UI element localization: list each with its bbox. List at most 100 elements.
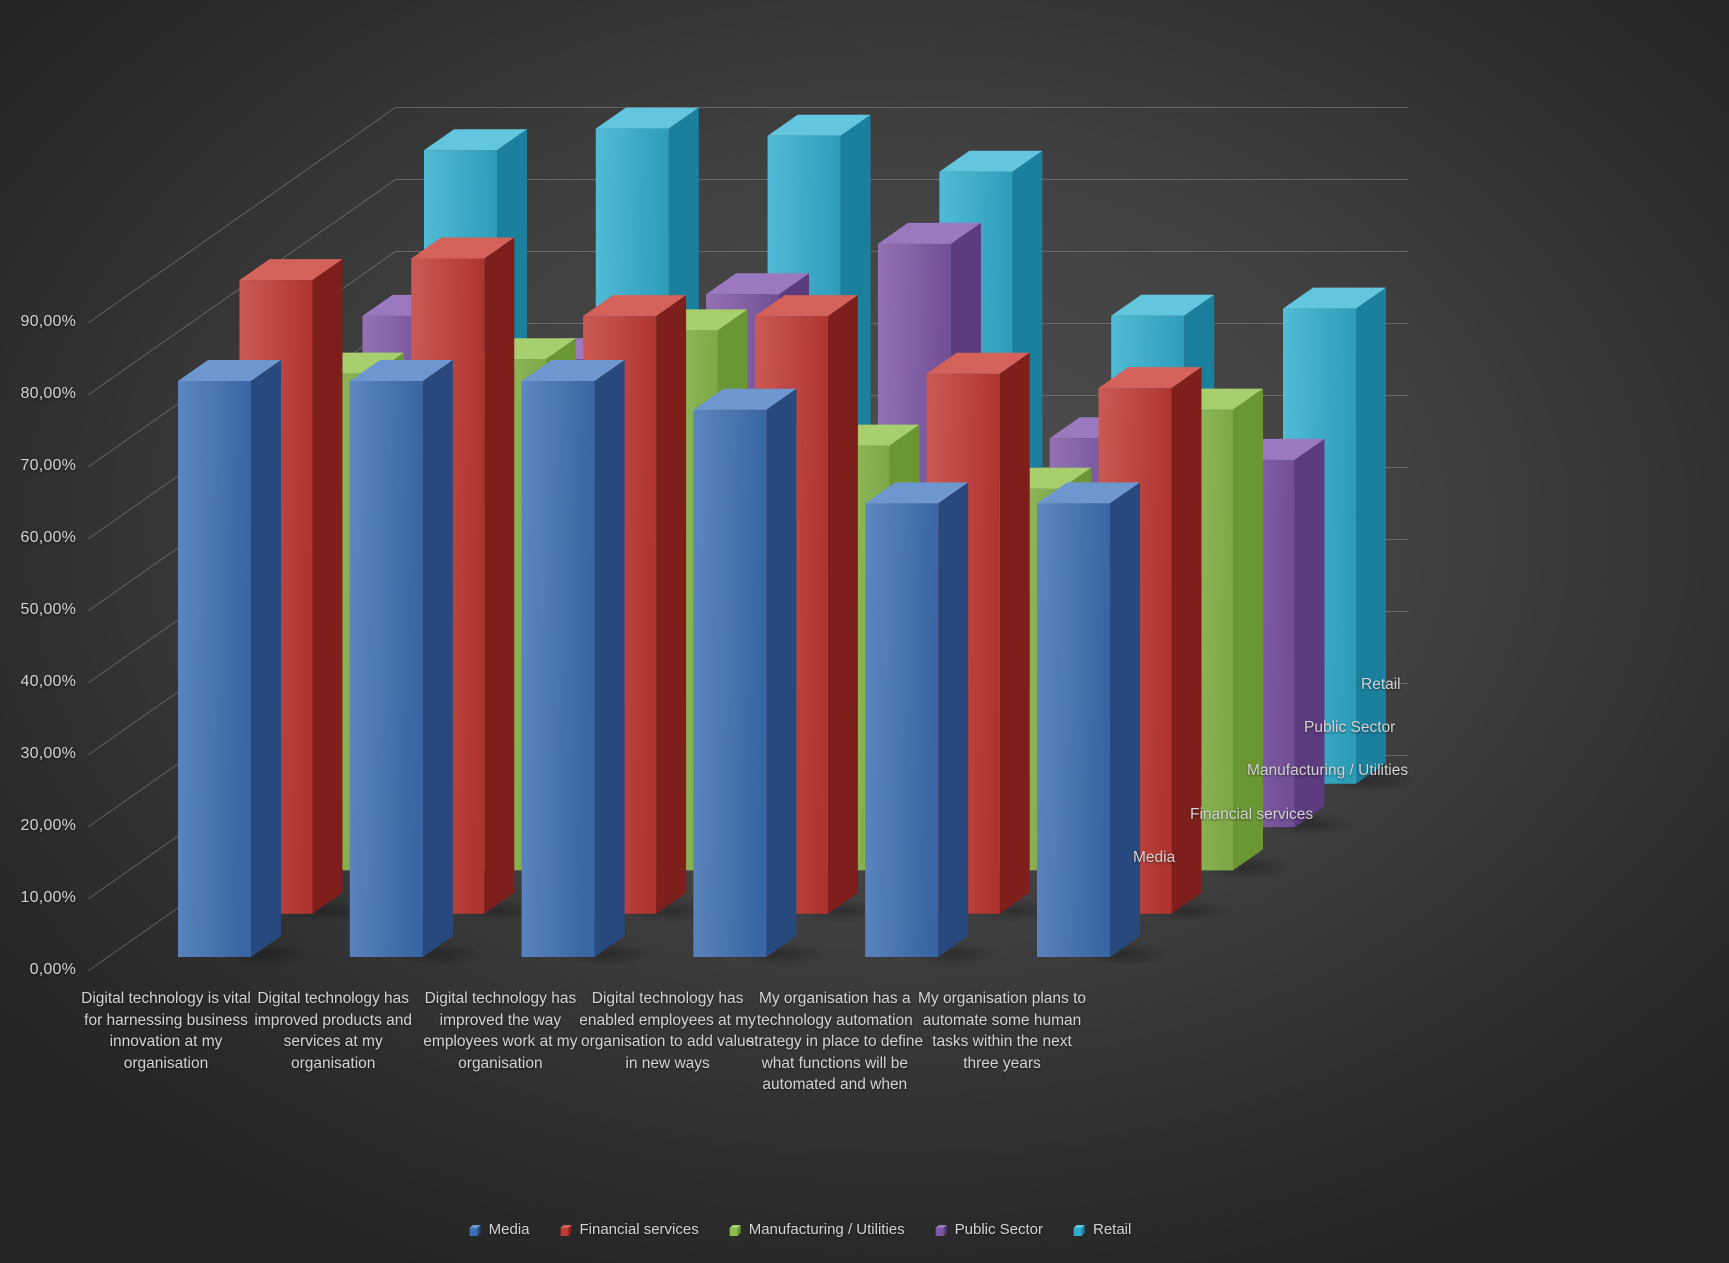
- bar-side-face: [1356, 287, 1386, 784]
- bars: [178, 107, 1416, 966]
- bar-side-face: [999, 352, 1030, 914]
- bar-top-face: [767, 114, 871, 136]
- bar-top-face: [1283, 287, 1386, 309]
- bar-top-face: [1098, 367, 1202, 389]
- legend-cube-face: [737, 1225, 741, 1236]
- legend-cube-icon: [1074, 1225, 1085, 1236]
- bar-top-face: [865, 482, 969, 504]
- legend-cube-face: [1074, 1225, 1085, 1228]
- legend-item: Media: [469, 1221, 530, 1238]
- value-axis-tick-label: 60,00%: [20, 529, 76, 546]
- legend: Media Financial services Manufacturing / U…: [469, 1221, 1131, 1238]
- depth-axis-label: Retail: [1361, 675, 1401, 693]
- bar-media-cat5: [865, 482, 969, 957]
- legend-cube-face: [469, 1225, 481, 1228]
- bar-top-face: [521, 360, 625, 381]
- bar-front-face: [1037, 503, 1110, 957]
- bar-top-face: [424, 129, 527, 151]
- legend-cube-face: [935, 1228, 944, 1236]
- bar-top-face: [349, 360, 453, 381]
- value-axis-tick-label: 70,00%: [20, 457, 76, 474]
- bar-top-face: [595, 107, 699, 129]
- legend-cube-face: [560, 1228, 569, 1236]
- value-axis-tick-label: 80,00%: [20, 385, 76, 402]
- legend-item-label: Manufacturing / Utilities: [748, 1221, 905, 1238]
- bar-side-face: [422, 360, 453, 957]
- bar-top-face: [239, 259, 343, 281]
- bar-top-face: [1037, 482, 1140, 504]
- legend-cube-face: [1082, 1225, 1085, 1236]
- value-axis-tick-label: 30,00%: [20, 745, 76, 762]
- bar-front-face: [521, 381, 595, 957]
- legend-cube-icon: [469, 1225, 481, 1236]
- legend-cube-face: [469, 1228, 478, 1236]
- legend-item-label: Financial services: [579, 1221, 699, 1238]
- legend-cube-face: [729, 1228, 738, 1236]
- bar-top-face: [411, 237, 515, 259]
- value-axis-tick-label: 10,00%: [20, 889, 76, 906]
- bar-top-face: [754, 295, 858, 317]
- value-axis-tick-label: 40,00%: [20, 673, 76, 690]
- depth-axis-label: Media: [1133, 849, 1176, 866]
- bar-side-face: [827, 295, 858, 914]
- bar-side-face: [1233, 388, 1263, 871]
- depth-axis-label: Financial services: [1190, 805, 1314, 823]
- legend-cube-icon: [560, 1225, 572, 1236]
- depth-axis-label: Manufacturing / Utilities: [1247, 762, 1409, 780]
- legend-cube-face: [729, 1225, 741, 1228]
- series-row-media: [178, 360, 1170, 966]
- legend-item-label: Retail: [1093, 1221, 1132, 1238]
- bar-top-face: [583, 295, 687, 317]
- legend-cube-icon: [935, 1225, 947, 1236]
- category-label: My organisation plans to automate some h…: [917, 990, 1086, 1072]
- bar-side-face: [1171, 367, 1202, 914]
- bar-side-face: [766, 388, 797, 957]
- value-axis-tick-label: 50,00%: [20, 601, 76, 618]
- gridline: [87, 107, 1408, 324]
- category-label: Digital technology has improved products…: [254, 990, 413, 1072]
- legend-cube-face: [560, 1225, 572, 1228]
- bar-front-face: [865, 503, 939, 957]
- bar-side-face: [656, 295, 687, 914]
- bar-side-face: [251, 360, 281, 957]
- bar-side-face: [312, 259, 343, 914]
- legend-cube-face: [568, 1225, 572, 1236]
- bar-media-cat1: [178, 360, 281, 957]
- legend-item: Retail: [1073, 1221, 1131, 1238]
- value-axis-tick-label: 0,00%: [29, 961, 76, 978]
- gridline: [87, 179, 1408, 396]
- bar-front-face: [349, 381, 423, 957]
- bar-side-face: [484, 237, 515, 914]
- legend-item-label: Public Sector: [954, 1221, 1043, 1238]
- bar-top-face: [706, 273, 810, 295]
- category-label: Digital technology has enabled employees…: [579, 990, 756, 1072]
- depth-axis-label: Public Sector: [1304, 719, 1396, 737]
- category-label: Digital technology is vital for harnessi…: [81, 990, 251, 1072]
- bar-top-face: [877, 222, 981, 244]
- bar-media-cat6: [1037, 482, 1140, 957]
- legend-item: Manufacturing / Utilities: [729, 1221, 905, 1238]
- value-axis-tick-label: 90,00%: [20, 313, 76, 330]
- bar-top-face: [178, 360, 281, 381]
- category-label: Digital technology has improved the way …: [423, 990, 578, 1072]
- bar-top-face: [693, 388, 797, 410]
- bar-top-face: [1111, 294, 1215, 316]
- bar-front-face: [693, 409, 767, 957]
- bar-side-face: [1110, 482, 1140, 957]
- legend-cube-face: [477, 1225, 481, 1236]
- legend-cube-face: [943, 1225, 947, 1236]
- legend-item: Financial services: [560, 1221, 699, 1238]
- legend-item-label: Media: [488, 1221, 530, 1238]
- legend-item: Public Sector: [935, 1221, 1043, 1238]
- bar-media-cat3: [521, 360, 625, 957]
- bar-front-face: [178, 381, 251, 957]
- bar-side-face: [938, 482, 969, 957]
- bar-top-face: [939, 150, 1043, 172]
- legend-cube-face: [935, 1225, 947, 1228]
- legend-cube-face: [1074, 1228, 1082, 1236]
- bar-media-cat2: [349, 360, 453, 957]
- value-axis-tick-label: 20,00%: [20, 817, 76, 834]
- bar-top-face: [926, 352, 1030, 374]
